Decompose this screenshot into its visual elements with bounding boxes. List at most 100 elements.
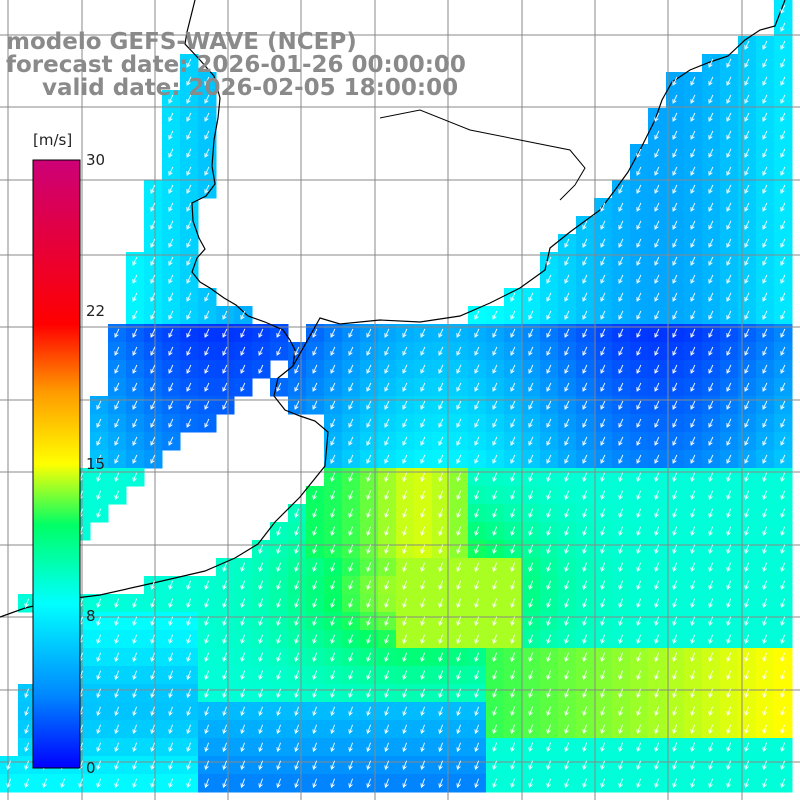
wind-arrow [600, 274, 606, 284]
wind-arrow [510, 724, 515, 735]
wind-arrow [618, 634, 623, 645]
wind-arrow [780, 130, 786, 140]
wind-arrow [438, 508, 443, 519]
wind-arrow [726, 508, 731, 519]
wind-arrow [222, 652, 227, 663]
wind-arrow [762, 58, 768, 68]
wind-arrow [726, 724, 731, 735]
wind-arrow [240, 652, 245, 663]
wind-arrow [564, 670, 569, 681]
wind-arrow [618, 184, 624, 194]
wind-arrow [780, 490, 785, 501]
wind-arrow [762, 184, 768, 194]
wind-arrow [744, 130, 750, 140]
wind-arrow [744, 706, 749, 717]
wind-arrow [654, 562, 659, 573]
wind-arrow [258, 364, 264, 374]
wind-arrow [402, 400, 408, 410]
wind-arrow [600, 382, 606, 392]
wind-arrow [636, 670, 641, 681]
wind-arrow [762, 202, 768, 212]
wind-arrow [186, 670, 191, 681]
wind-arrow [276, 598, 281, 609]
wind-arrow [384, 706, 389, 717]
wind-arrow [528, 292, 534, 302]
wind-arrow [546, 652, 551, 663]
wind-arrow [348, 418, 354, 428]
wind-arrow [402, 328, 408, 338]
wind-arrow [510, 688, 515, 699]
wind-arrow [438, 670, 443, 681]
wind-arrow [168, 148, 174, 158]
wind-arrow [726, 400, 732, 410]
wind-arrow [240, 310, 246, 320]
wind-arrow [618, 310, 624, 320]
wind-arrow [744, 310, 750, 320]
wind-arrow [726, 652, 731, 663]
wind-arrow [762, 238, 768, 248]
wind-arrow [150, 706, 155, 717]
wind-arrow [150, 742, 155, 753]
wind-arrow [654, 256, 660, 266]
wind-arrow [492, 328, 498, 338]
wind-arrow [618, 436, 624, 446]
wind-arrow [672, 526, 677, 537]
wind-arrow [708, 94, 714, 104]
wind-arrow [600, 202, 606, 212]
wind-arrow [690, 760, 695, 771]
wind-arrow [132, 472, 137, 483]
wind-arrow [780, 238, 786, 248]
wind-arrow [564, 598, 569, 609]
wind-arrow [654, 724, 659, 735]
wind-arrow [690, 688, 695, 699]
wind-arrow [744, 328, 750, 338]
wind-arrow [456, 490, 461, 501]
wind-arrow [654, 364, 660, 374]
wind-arrow [348, 544, 353, 555]
wind-arrow [96, 724, 101, 735]
wind-arrow [726, 526, 731, 537]
wind-arrow [330, 382, 336, 392]
wind-arrow [618, 760, 623, 771]
wind-arrow [276, 706, 281, 717]
wind-arrow [744, 562, 749, 573]
wind-arrow [420, 652, 425, 663]
wind-arrow [402, 688, 407, 699]
wind-arrow [222, 724, 227, 735]
wind-arrow [528, 760, 533, 771]
wind-arrow [492, 400, 498, 410]
wind-arrow [510, 490, 515, 501]
wind-arrow [528, 598, 533, 609]
wind-arrow [222, 310, 228, 320]
wind-arrow [204, 760, 209, 771]
wind-arrow [366, 328, 372, 338]
colorbar-frame [32, 159, 81, 769]
wind-arrow [150, 256, 156, 266]
wind-arrow [456, 526, 461, 537]
wind-arrow [708, 688, 713, 699]
wind-arrow [654, 472, 659, 483]
wind-arrow [96, 508, 101, 519]
wind-arrow [366, 724, 371, 735]
wind-arrow [438, 472, 443, 483]
wind-arrow [456, 544, 461, 555]
wind-arrow [456, 508, 461, 519]
wind-arrow [420, 472, 425, 483]
wind-arrow [600, 778, 605, 789]
colorbar-tick-15: 15 [86, 455, 106, 473]
wind-arrow [186, 598, 191, 609]
wind-arrow [114, 688, 119, 699]
wind-arrow [330, 454, 336, 464]
wind-arrow [330, 562, 335, 573]
wind-arrow [204, 688, 209, 699]
wind-arrow [222, 760, 227, 771]
wind-arrow [438, 526, 443, 537]
wind-arrow [6, 760, 11, 771]
wind-arrow [312, 616, 317, 627]
wind-arrow [564, 238, 570, 248]
wind-arrow [726, 202, 732, 212]
wind-arrow [546, 256, 552, 266]
wind-arrow [276, 652, 281, 663]
wind-arrow [276, 580, 281, 591]
wind-arrow [222, 616, 227, 627]
